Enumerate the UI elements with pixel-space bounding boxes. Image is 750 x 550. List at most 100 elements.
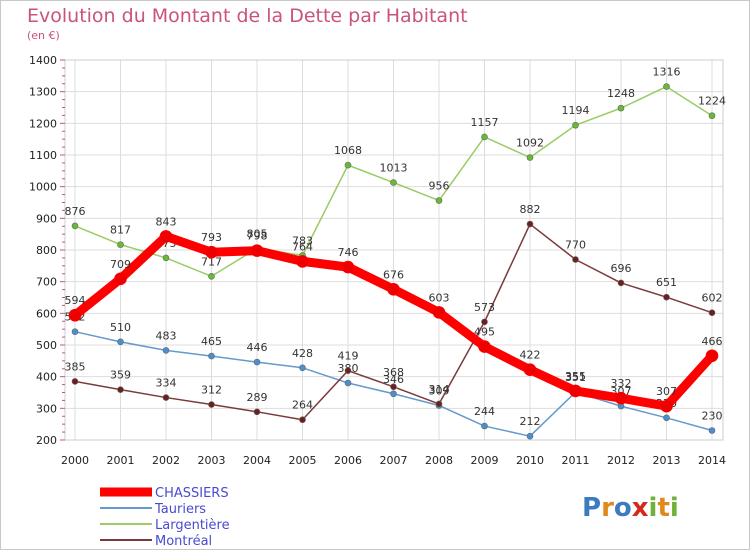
data-point	[614, 391, 628, 405]
series-montral: 385 359 334 312 289 264 419 368 314 573 882 770 696 6…	[65, 203, 723, 424]
data-label: 244	[474, 405, 495, 418]
data-point	[390, 383, 397, 391]
data-point	[253, 358, 261, 366]
data-label: 603	[429, 291, 450, 304]
data-point	[435, 197, 443, 204]
x-tick-label: 2006	[334, 454, 362, 467]
logo-letter: P	[582, 493, 601, 523]
logo-letter: r	[601, 493, 614, 523]
data-label: 746	[338, 246, 359, 259]
data-label: 334	[156, 377, 177, 390]
y-tick-label: 400	[36, 371, 57, 384]
data-label: 602	[702, 292, 723, 305]
data-point	[299, 364, 306, 372]
data-label: 212	[520, 415, 541, 428]
data-label: 1194	[562, 104, 590, 117]
data-label: 764	[292, 240, 313, 253]
grid-lines	[64, 59, 724, 441]
data-point	[572, 256, 579, 263]
data-label: 495	[474, 326, 495, 339]
logo-letter: t	[657, 493, 669, 523]
data-point	[390, 179, 397, 186]
series-chassiers: 594 709 843 793 798 764 746 676 603 495 422 355 332 3…	[65, 215, 723, 413]
data-label: 264	[292, 399, 313, 412]
y-tick-label: 1000	[29, 181, 57, 194]
data-point	[71, 378, 79, 385]
data-label: 510	[110, 321, 131, 334]
data-point	[708, 309, 716, 317]
data-label: 594	[65, 294, 86, 307]
data-point	[250, 244, 264, 257]
data-label: 465	[201, 335, 222, 348]
data-point	[387, 282, 400, 296]
data-point	[341, 260, 355, 274]
chart-title: Evolution du Montant de la Dette par Hab…	[27, 5, 468, 27]
data-point	[296, 255, 309, 268]
data-label: 332	[611, 377, 632, 390]
legend-label: Largentière	[155, 518, 230, 533]
data-point	[344, 161, 352, 169]
data-point	[71, 222, 79, 230]
data-label: 882	[520, 203, 541, 216]
x-tick-label: 2008	[425, 454, 453, 467]
x-tick-label: 2011	[562, 454, 590, 467]
data-label: 709	[110, 258, 131, 271]
data-label: 1092	[516, 137, 544, 150]
data-label: 289	[247, 391, 268, 404]
x-tick-label: 2004	[243, 454, 271, 467]
data-point	[526, 432, 534, 440]
logo-letter: i	[649, 493, 658, 523]
data-label: 359	[110, 369, 131, 382]
data-point	[705, 349, 719, 363]
data-label: 793	[201, 231, 222, 244]
data-point	[68, 308, 82, 322]
data-point	[663, 293, 670, 301]
data-point	[299, 416, 306, 424]
x-tick-label: 2009	[471, 454, 499, 467]
logo-letter: i	[670, 493, 679, 523]
series-largentire: 8768177757178057831068101395611571092119…	[65, 66, 726, 280]
y-tick-label: 500	[36, 339, 57, 352]
data-point	[526, 154, 534, 161]
data-point	[390, 390, 397, 398]
data-label: 817	[110, 224, 131, 237]
data-label: 346	[383, 373, 404, 386]
data-point	[481, 318, 488, 326]
data-label: 483	[156, 329, 177, 342]
logo-text: Proxiti	[582, 493, 679, 523]
logo-letter: x	[632, 493, 649, 523]
data-label: 798	[247, 230, 268, 243]
data-point	[117, 386, 124, 393]
data-point	[344, 367, 352, 374]
data-point	[481, 422, 488, 430]
data-label: 717	[201, 255, 222, 268]
data-label: 651	[656, 276, 677, 289]
legend-label: Tauriers	[154, 502, 206, 517]
data-point	[117, 241, 124, 248]
data-label: 783	[292, 234, 313, 247]
data-label: 770	[565, 239, 586, 252]
y-tick-label: 900	[36, 212, 57, 225]
data-label: 573	[474, 301, 495, 314]
data-point	[114, 272, 127, 286]
y-tick-label: 300	[36, 402, 57, 415]
data-label: 385	[65, 360, 86, 373]
data-label: 422	[520, 349, 541, 362]
y-tick-label: 800	[36, 244, 57, 257]
data-point	[117, 338, 124, 346]
data-label: 676	[383, 268, 404, 281]
x-tick-label: 2007	[380, 454, 408, 467]
data-point	[617, 104, 625, 112]
data-label: 312	[201, 384, 222, 397]
x-tick-label: 2000	[61, 454, 89, 467]
data-label: 355	[565, 370, 586, 383]
data-label: 368	[383, 366, 404, 379]
data-point	[208, 352, 215, 360]
data-label: 466	[702, 335, 723, 348]
y-tick-label: 1200	[29, 117, 57, 130]
data-point	[572, 121, 579, 129]
y-axis-labels: 200 300 400 500 600 700 800 900 1000 1100 1200 1300…	[29, 54, 57, 447]
